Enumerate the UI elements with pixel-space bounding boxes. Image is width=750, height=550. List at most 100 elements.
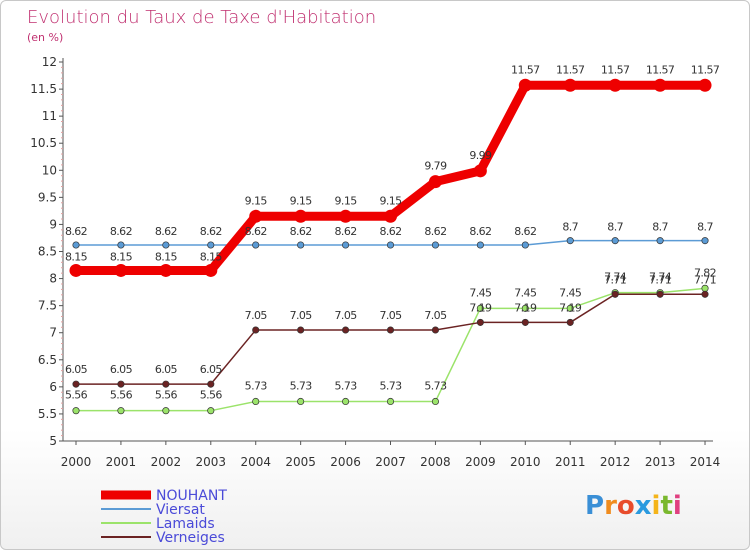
x-tick-label: 2013 (645, 455, 676, 469)
data-point-nouhant (204, 263, 218, 277)
chart-title: Evolution du Taux de Taxe d'Habitation (27, 7, 377, 28)
logo-letter: i (651, 491, 661, 521)
x-tick-label: 2010 (510, 455, 541, 469)
data-point-lamaids (476, 304, 484, 312)
data-point-nouhant (384, 209, 398, 223)
x-tick-label: 2014 (690, 455, 721, 469)
x-tick-label: 2008 (420, 455, 451, 469)
data-label-lamaids: 5.56 (65, 389, 88, 402)
data-point-lamaids (521, 304, 529, 312)
data-point-lamaids (566, 304, 574, 312)
data-label-nouhant: 8.15 (65, 250, 88, 263)
data-label-verneiges: 7.71 (604, 273, 626, 286)
logo-letter: r (604, 491, 617, 521)
y-tick-label: 10.5 (30, 136, 57, 150)
legend-label-lamaids: Lamaids (156, 516, 215, 532)
data-label-nouhant: 9.15 (290, 194, 313, 207)
data-point-viersat (566, 237, 574, 245)
x-tick-label: 2006 (330, 455, 361, 469)
data-point-viersat (386, 241, 395, 249)
data-point-viersat (431, 241, 439, 249)
data-point-nouhant (428, 175, 442, 189)
data-point-verneiges (431, 326, 439, 334)
data-label-lamaids: 7.45 (559, 286, 582, 299)
data-label-verneiges: 7.71 (649, 273, 671, 286)
x-tick-label: 2003 (196, 455, 227, 469)
data-label-verneiges: 6.05 (155, 363, 178, 376)
data-label-lamaids: 5.73 (335, 379, 358, 392)
data-label-nouhant: 9.15 (379, 194, 402, 207)
data-point-verneiges (252, 326, 260, 334)
data-label-nouhant: 11.57 (556, 63, 585, 76)
data-label-viersat: 8.62 (110, 225, 132, 238)
y-tick-label: 9 (49, 217, 57, 231)
data-point-verneiges (72, 380, 80, 388)
data-label-lamaids: 5.73 (290, 379, 313, 392)
data-label-verneiges: 7.19 (469, 301, 492, 314)
y-tick-label: 11.5 (30, 82, 57, 96)
data-label-verneiges: 6.05 (200, 363, 223, 376)
data-label-lamaids: 5.56 (155, 389, 178, 402)
x-tick-label: 2000 (61, 455, 92, 469)
data-point-viersat (476, 241, 484, 249)
data-point-lamaids (72, 407, 80, 415)
legend-label-verneiges: Verneiges (156, 530, 225, 546)
data-point-nouhant (698, 78, 712, 92)
data-label-nouhant: 9.79 (424, 160, 447, 173)
logo-letter: o (616, 491, 635, 521)
data-label-verneiges: 7.05 (379, 309, 402, 322)
data-point-viersat (252, 241, 260, 249)
data-point-viersat (342, 241, 350, 249)
data-label-viersat: 8.62 (155, 225, 177, 238)
data-label-viersat: 8.62 (65, 225, 87, 238)
data-point-lamaids (207, 407, 215, 415)
data-point-viersat (207, 241, 215, 249)
data-label-lamaids: 5.73 (379, 379, 402, 392)
data-point-verneiges (476, 318, 484, 326)
data-point-verneiges (566, 318, 574, 326)
x-tick-label: 2004 (240, 455, 271, 469)
data-label-nouhant: 9.15 (335, 194, 358, 207)
data-point-viersat (72, 241, 80, 249)
data-point-viersat (117, 241, 125, 249)
data-point-nouhant (653, 78, 667, 92)
data-label-verneiges: 7.05 (290, 309, 313, 322)
data-point-nouhant (159, 263, 173, 277)
data-label-viersat: 8.7 (652, 221, 668, 234)
data-point-verneiges (701, 290, 709, 298)
x-tick-label: 2005 (285, 455, 316, 469)
y-tick-label: 7 (49, 326, 57, 340)
data-label-verneiges: 7.19 (514, 301, 537, 314)
data-label-verneiges: 7.05 (424, 309, 447, 322)
data-point-viersat (701, 237, 709, 245)
x-tick-label: 2001 (106, 455, 137, 469)
data-point-lamaids (117, 407, 125, 415)
legend-label-viersat: Viersat (156, 502, 205, 518)
data-label-viersat: 8.62 (245, 225, 267, 238)
logo-letter: i (672, 491, 682, 521)
data-label-nouhant: 9.15 (245, 194, 268, 207)
data-label-lamaids: 5.56 (110, 389, 133, 402)
data-label-verneiges: 6.05 (65, 363, 88, 376)
x-tick-label: 2009 (465, 455, 496, 469)
data-label-nouhant: 8.15 (155, 250, 178, 263)
data-label-verneiges: 6.05 (110, 363, 133, 376)
y-tick-label: 11 (42, 109, 57, 123)
data-point-viersat (297, 241, 305, 249)
x-tick-label: 2011 (555, 455, 586, 469)
data-point-verneiges (521, 318, 529, 326)
logo-letter: t (660, 491, 673, 521)
data-label-viersat: 8.7 (697, 221, 713, 234)
y-tick-label: 10 (42, 163, 57, 177)
y-tick-label: 8 (49, 272, 57, 286)
data-label-lamaids: 7.45 (514, 286, 537, 299)
data-point-nouhant (339, 209, 353, 223)
data-point-lamaids (252, 397, 260, 406)
data-point-viersat (656, 237, 664, 245)
data-label-lamaids: 5.73 (424, 379, 447, 392)
logo-letter: x (634, 491, 652, 521)
legend-label-nouhant: NOUHANT (156, 488, 227, 504)
y-tick-label: 9.5 (38, 190, 57, 204)
data-label-nouhant: 8.15 (110, 250, 133, 263)
